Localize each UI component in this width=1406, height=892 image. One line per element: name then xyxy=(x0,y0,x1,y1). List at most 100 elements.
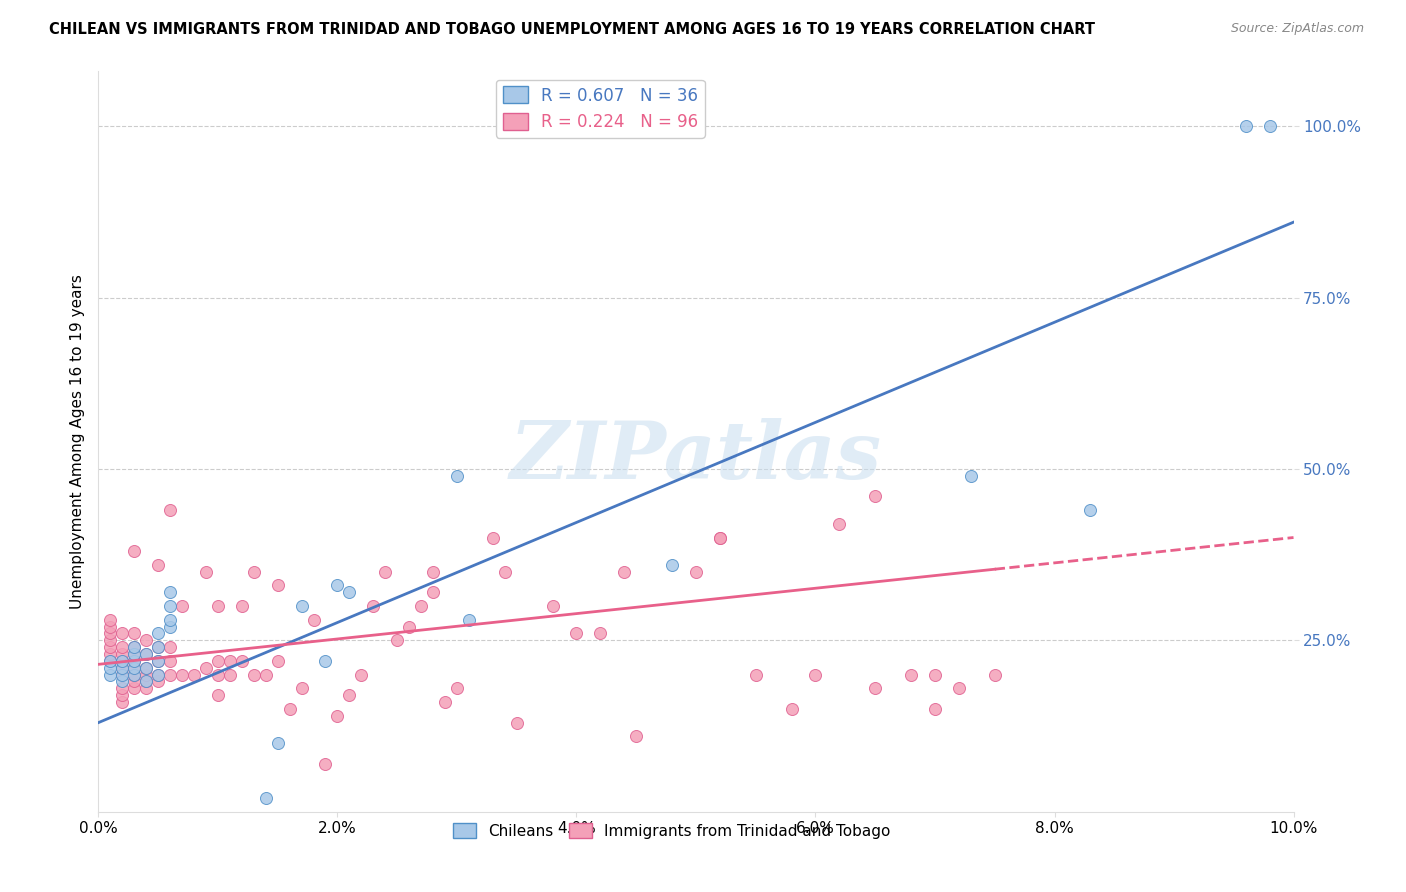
Point xyxy=(148,640,170,655)
Point xyxy=(291,681,314,696)
Point xyxy=(780,702,803,716)
Point xyxy=(135,647,157,661)
Point xyxy=(458,613,481,627)
Point xyxy=(159,654,181,668)
Point xyxy=(494,565,516,579)
Point xyxy=(745,667,768,681)
Point xyxy=(124,667,146,681)
Point xyxy=(148,640,170,655)
Point xyxy=(1234,119,1257,133)
Point xyxy=(135,667,157,681)
Point xyxy=(124,681,146,696)
Point xyxy=(159,640,181,655)
Point xyxy=(924,667,946,681)
Point xyxy=(900,667,922,681)
Point xyxy=(98,667,122,681)
Point xyxy=(302,613,325,627)
Point xyxy=(98,654,122,668)
Point xyxy=(172,599,194,613)
Point xyxy=(135,647,157,661)
Point xyxy=(111,681,134,696)
Point xyxy=(111,695,134,709)
Point xyxy=(111,661,134,675)
Point xyxy=(111,667,134,681)
Point xyxy=(159,585,181,599)
Point xyxy=(98,619,122,633)
Point xyxy=(924,702,946,716)
Point xyxy=(98,661,122,675)
Point xyxy=(291,599,314,613)
Point xyxy=(124,661,146,675)
Point xyxy=(111,654,134,668)
Point xyxy=(613,565,636,579)
Point xyxy=(339,688,361,702)
Point xyxy=(219,654,242,668)
Point xyxy=(124,640,146,655)
Point xyxy=(159,619,181,633)
Point xyxy=(804,667,827,681)
Point xyxy=(195,565,218,579)
Point xyxy=(446,468,468,483)
Point xyxy=(135,661,157,675)
Point xyxy=(159,667,181,681)
Point xyxy=(148,667,170,681)
Point xyxy=(948,681,970,696)
Point xyxy=(111,654,134,668)
Point xyxy=(98,626,122,640)
Point xyxy=(315,654,337,668)
Point xyxy=(315,756,337,771)
Y-axis label: Unemployment Among Ages 16 to 19 years: Unemployment Among Ages 16 to 19 years xyxy=(69,274,84,609)
Point xyxy=(565,626,588,640)
Point xyxy=(446,681,468,696)
Point xyxy=(541,599,564,613)
Point xyxy=(98,654,122,668)
Point xyxy=(422,585,444,599)
Point xyxy=(1258,119,1281,133)
Point xyxy=(111,647,134,661)
Point xyxy=(207,667,229,681)
Point xyxy=(148,654,170,668)
Point xyxy=(865,681,887,696)
Point xyxy=(148,674,170,689)
Point xyxy=(172,667,194,681)
Point xyxy=(422,565,444,579)
Point xyxy=(254,667,277,681)
Point xyxy=(98,633,122,648)
Point xyxy=(398,619,420,633)
Point xyxy=(865,489,887,503)
Point xyxy=(482,531,505,545)
Point xyxy=(267,654,290,668)
Point xyxy=(111,674,134,689)
Point xyxy=(219,667,242,681)
Point xyxy=(124,667,146,681)
Point xyxy=(243,667,266,681)
Text: CHILEAN VS IMMIGRANTS FROM TRINIDAD AND TOBAGO UNEMPLOYMENT AMONG AGES 16 TO 19 : CHILEAN VS IMMIGRANTS FROM TRINIDAD AND … xyxy=(49,22,1095,37)
Point xyxy=(984,667,1007,681)
Point xyxy=(195,661,218,675)
Point xyxy=(111,667,134,681)
Point xyxy=(148,667,170,681)
Point xyxy=(254,791,277,805)
Point xyxy=(124,654,146,668)
Point xyxy=(350,667,373,681)
Point xyxy=(111,626,134,640)
Point xyxy=(339,585,361,599)
Point xyxy=(374,565,396,579)
Point xyxy=(326,708,349,723)
Point xyxy=(98,613,122,627)
Point xyxy=(159,599,181,613)
Point xyxy=(124,654,146,668)
Point xyxy=(363,599,385,613)
Point xyxy=(267,736,290,750)
Point xyxy=(135,661,157,675)
Point xyxy=(148,558,170,572)
Text: Source: ZipAtlas.com: Source: ZipAtlas.com xyxy=(1230,22,1364,36)
Point xyxy=(709,531,731,545)
Point xyxy=(589,626,612,640)
Text: ZIPatlas: ZIPatlas xyxy=(510,417,882,495)
Point xyxy=(326,578,349,592)
Point xyxy=(1080,503,1102,517)
Point xyxy=(661,558,683,572)
Point xyxy=(278,702,301,716)
Point xyxy=(183,667,205,681)
